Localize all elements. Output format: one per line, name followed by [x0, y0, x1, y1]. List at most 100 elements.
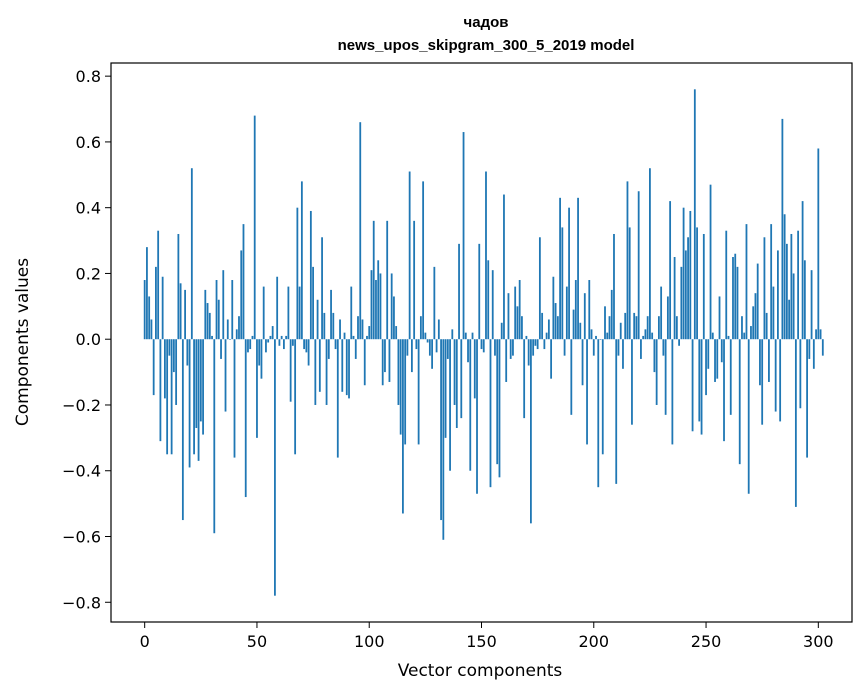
bar-262	[732, 257, 734, 340]
bar-198	[588, 280, 591, 340]
bar-152	[485, 171, 487, 340]
bar-48	[251, 335, 254, 340]
bar-298	[812, 339, 815, 369]
bar-0	[143, 280, 146, 340]
bar-33	[217, 299, 220, 340]
bar-27	[204, 289, 207, 340]
bar-199	[590, 329, 593, 340]
bar-212	[619, 322, 622, 340]
bar-222	[642, 335, 645, 340]
chart-subtitle: news_upos_skipgram_300_5_2019 model	[338, 37, 635, 54]
bar-215	[626, 181, 629, 340]
bar-242	[687, 237, 689, 340]
bar-202	[597, 339, 600, 488]
y-axis-ticks: −0.8 −0.6 −0.4 −0.2 0.0 0.2 0.4 0.6 0.8	[62, 67, 111, 612]
bar-268	[745, 224, 748, 340]
bar-172	[530, 339, 532, 524]
bar-275	[761, 339, 764, 425]
bar-104	[377, 260, 380, 340]
bar-238	[678, 339, 680, 346]
bar-260	[727, 335, 730, 340]
bar-75	[312, 266, 314, 340]
bar-276	[763, 237, 766, 340]
bar-174	[534, 339, 537, 346]
bar-230	[660, 286, 663, 340]
bar-56	[269, 335, 272, 340]
bar-122	[417, 339, 420, 445]
bar-88	[341, 339, 344, 392]
bar-288	[790, 233, 793, 340]
y-tick-label: 0.4	[76, 199, 101, 218]
x-tick-label: 0	[140, 632, 150, 651]
bar-149	[478, 243, 481, 340]
bar-74	[309, 210, 312, 340]
bar-184	[556, 316, 559, 340]
bar-206	[606, 332, 609, 340]
bar-68	[296, 207, 299, 340]
bar-59	[276, 276, 279, 340]
bar-213	[622, 339, 624, 369]
bar-279	[770, 224, 773, 340]
bar-41	[235, 329, 238, 340]
bar-272	[754, 293, 757, 340]
bar-244	[691, 339, 694, 432]
bar-55	[267, 339, 270, 343]
bar-283	[779, 339, 782, 422]
bar-154	[489, 339, 492, 488]
bar-108	[386, 220, 389, 340]
y-tick-label: −0.6	[62, 528, 101, 547]
bar-207	[608, 316, 611, 340]
bar-233	[666, 296, 669, 340]
bar-255	[716, 339, 719, 379]
y-tick-label: 0.6	[76, 133, 101, 152]
y-axis-label: Components values	[13, 258, 33, 426]
bar-170	[525, 335, 528, 340]
bar-232	[664, 339, 667, 415]
bar-65	[289, 339, 292, 402]
bar-141	[460, 339, 463, 419]
bar-129	[433, 266, 436, 340]
bar-96	[359, 122, 362, 340]
y-tick-label: 0.0	[76, 330, 101, 349]
bar-23	[195, 339, 198, 428]
bar-126	[426, 339, 429, 343]
bar-171	[527, 339, 530, 366]
bar-37	[226, 319, 229, 340]
bar-44	[242, 224, 245, 340]
x-tick-label: 150	[466, 632, 497, 651]
bar-119	[410, 339, 413, 373]
bar-188	[565, 286, 568, 340]
bar-192	[574, 280, 577, 340]
bar-107	[384, 339, 386, 373]
bar-114	[399, 339, 402, 435]
bar-103	[375, 280, 377, 340]
bar-136	[449, 339, 451, 471]
bar-240	[682, 207, 685, 340]
bar-30	[211, 335, 213, 340]
bar-287	[788, 299, 791, 340]
bar-125	[424, 332, 427, 340]
bar-24	[197, 339, 200, 461]
x-tick-label: 50	[247, 632, 267, 651]
x-axis-label: Vector components	[398, 661, 563, 681]
bar-12	[170, 339, 173, 455]
bar-252	[709, 184, 712, 340]
bar-42	[238, 316, 240, 340]
bar-40	[233, 339, 236, 458]
bar-2	[148, 296, 151, 340]
bar-101	[370, 270, 373, 340]
bar-187	[563, 339, 566, 356]
bar-9	[163, 339, 166, 399]
bar-39	[231, 280, 234, 340]
bar-243	[689, 210, 692, 340]
bar-58	[274, 339, 276, 596]
bar-293	[801, 201, 804, 340]
bar-82	[327, 339, 330, 359]
bar-161	[505, 339, 508, 382]
bar-64	[287, 286, 290, 340]
bar-54	[265, 339, 267, 353]
bar-80	[323, 312, 326, 340]
bar-131	[437, 319, 440, 340]
bar-210	[615, 339, 618, 484]
bar-211	[617, 339, 620, 356]
